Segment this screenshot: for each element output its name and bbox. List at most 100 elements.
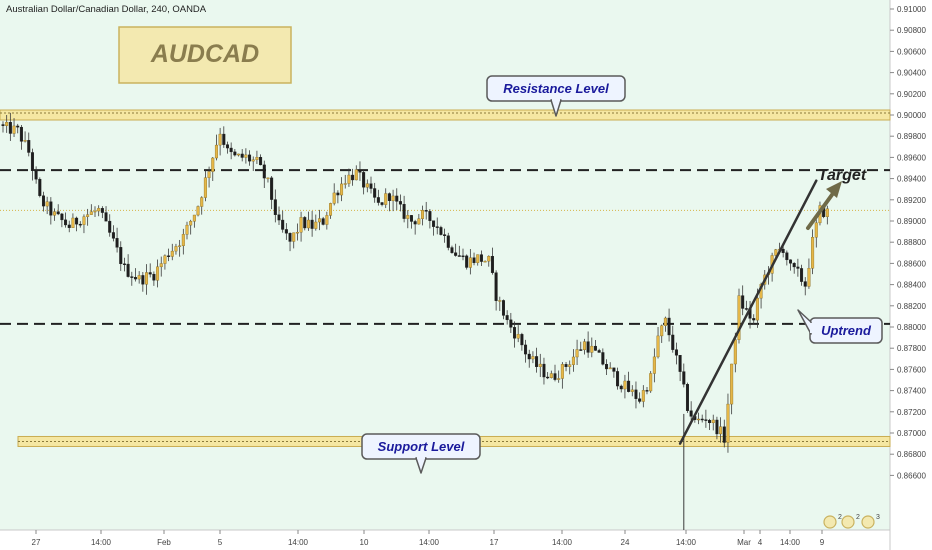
time-tick-label: 9 bbox=[820, 538, 825, 547]
candle-up bbox=[557, 378, 561, 380]
candle-down bbox=[634, 389, 638, 399]
candle-down bbox=[402, 204, 406, 219]
candle-up bbox=[656, 335, 660, 358]
time-tick-label: 4 bbox=[758, 538, 763, 547]
candle-down bbox=[395, 195, 399, 202]
candle-down bbox=[704, 419, 708, 421]
candle-down bbox=[424, 210, 428, 212]
candle-down bbox=[542, 363, 546, 378]
candle-up bbox=[421, 210, 425, 219]
candle-up bbox=[726, 403, 730, 443]
candle-up bbox=[181, 234, 185, 246]
candle-up bbox=[608, 367, 612, 370]
candle-up bbox=[711, 419, 715, 424]
candle-down bbox=[428, 211, 432, 221]
candle-down bbox=[501, 300, 505, 316]
candle-down bbox=[479, 254, 483, 262]
target-arrow-shaft bbox=[806, 190, 836, 230]
candle-up bbox=[487, 255, 491, 262]
candle-up bbox=[516, 334, 520, 339]
candle-down bbox=[130, 276, 134, 278]
candle-down bbox=[41, 195, 45, 207]
time-tick-label: 14:00 bbox=[552, 538, 573, 547]
candle-down bbox=[803, 281, 807, 287]
candle-up bbox=[156, 266, 160, 281]
corner-badges[interactable]: 2 2 3 bbox=[823, 514, 880, 529]
candle-down bbox=[387, 193, 391, 202]
candle-up bbox=[774, 249, 778, 256]
candle-down bbox=[413, 221, 417, 225]
candle-down bbox=[457, 255, 461, 257]
candle-down bbox=[645, 390, 649, 392]
price-tick-label: 0.86800 bbox=[897, 450, 926, 459]
candle-down bbox=[715, 419, 719, 435]
candle-down bbox=[513, 327, 517, 339]
candle-down bbox=[56, 211, 60, 215]
candle-up bbox=[730, 363, 734, 405]
candle-down bbox=[225, 144, 229, 149]
time-tick-label: 17 bbox=[490, 538, 499, 547]
candle-up bbox=[549, 373, 553, 378]
candle-down bbox=[619, 385, 623, 390]
candle-down bbox=[605, 364, 609, 370]
candle-up bbox=[203, 177, 207, 198]
candle-up bbox=[663, 317, 667, 326]
candle-down bbox=[288, 233, 292, 242]
candle-up bbox=[365, 183, 369, 188]
candle-up bbox=[568, 364, 572, 367]
uptrend-label: Uptrend bbox=[797, 309, 883, 344]
candle-down bbox=[409, 215, 413, 222]
price-tick-label: 0.88000 bbox=[897, 323, 926, 332]
candle-down bbox=[233, 151, 237, 156]
price-tick-label: 0.87600 bbox=[897, 365, 926, 374]
candle-up bbox=[468, 257, 472, 268]
candle-down bbox=[49, 201, 53, 216]
candle-down bbox=[443, 234, 447, 236]
candle-down bbox=[16, 125, 20, 128]
time-tick-label: 5 bbox=[218, 538, 223, 547]
corner-badge-3-text: 3 bbox=[876, 514, 880, 521]
candle-down bbox=[527, 353, 531, 360]
candle-up bbox=[244, 154, 248, 158]
chart-title: Australian Dollar/Canadian Dollar, 240, … bbox=[6, 4, 207, 15]
candle-up bbox=[185, 224, 189, 235]
time-tick-label: Mar bbox=[737, 538, 751, 547]
time-tick-label: 14:00 bbox=[780, 538, 801, 547]
candle-up bbox=[45, 201, 49, 207]
candle-up bbox=[200, 197, 204, 207]
candle-down bbox=[446, 235, 450, 248]
candle-down bbox=[240, 153, 244, 158]
candle-up bbox=[82, 216, 86, 225]
price-tick-label: 0.90400 bbox=[897, 69, 926, 78]
candle-up bbox=[89, 211, 93, 215]
candle-up bbox=[811, 237, 815, 269]
candle-down bbox=[321, 218, 325, 225]
price-tick-label: 0.90600 bbox=[897, 47, 926, 56]
time-tick-label: 14:00 bbox=[288, 538, 309, 547]
candle-down bbox=[785, 252, 789, 261]
corner-badge-2-circle[interactable] bbox=[841, 515, 855, 529]
candle-down bbox=[100, 208, 104, 213]
candle-down bbox=[38, 178, 42, 196]
candle-down bbox=[303, 217, 307, 229]
support-label-pointer-mask bbox=[417, 456, 425, 459]
candle-down bbox=[432, 220, 436, 227]
corner-badge-1-circle[interactable] bbox=[823, 515, 837, 529]
candle-down bbox=[472, 257, 476, 263]
candle-down bbox=[722, 426, 726, 443]
candle-down bbox=[398, 201, 402, 205]
candle-down bbox=[494, 272, 498, 301]
symbol-badge-text: AUDCAD bbox=[150, 40, 259, 68]
time-axis-ticks: 27 14:00 Feb 5 14:00 10 14:00 17 14:00 24 14:00 Mar… bbox=[32, 530, 825, 547]
candle-up bbox=[384, 193, 388, 205]
candle-down bbox=[439, 227, 443, 235]
candle-up bbox=[163, 255, 167, 264]
candle-up bbox=[189, 221, 193, 226]
corner-badge-3-circle[interactable] bbox=[861, 515, 875, 529]
price-tick-label: 0.89400 bbox=[897, 175, 926, 184]
candle-down bbox=[229, 147, 233, 153]
candle-down bbox=[593, 345, 597, 351]
candle-down bbox=[461, 255, 465, 258]
candle-down bbox=[64, 219, 68, 226]
